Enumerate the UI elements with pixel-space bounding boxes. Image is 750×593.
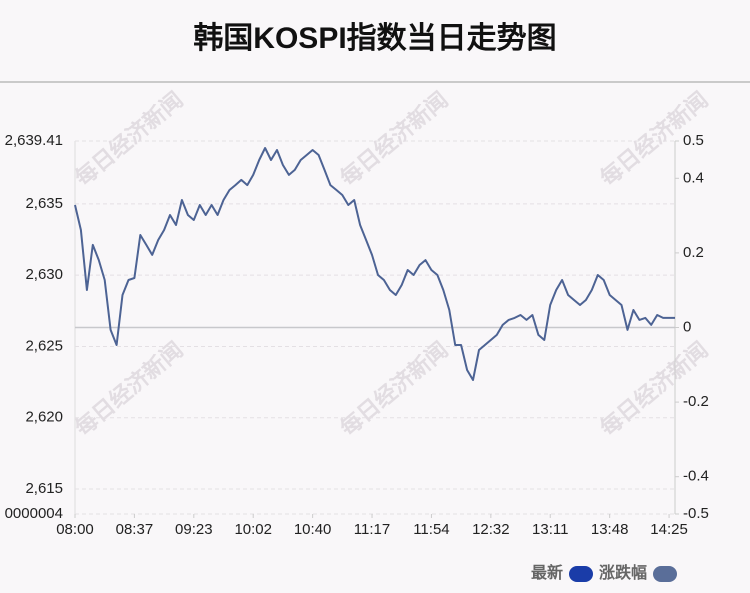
y2-tick-label: -0.5	[683, 505, 709, 522]
y-tick-label: 2,615	[25, 480, 63, 497]
x-tick-label: 08:37	[116, 521, 154, 538]
y2-tick-label: -0.4	[683, 468, 709, 485]
legend-label: 涨跌幅	[599, 563, 647, 582]
y2-tick-label: -0.2	[683, 393, 709, 410]
price-line	[74, 147, 675, 381]
x-tick-label: 12:32	[472, 521, 510, 538]
y-tick-label: 2,639.41	[5, 132, 63, 149]
y-tick-label: 2,625	[25, 337, 63, 354]
y2-tick-label: 0	[683, 318, 691, 335]
x-tick-label: 10:40	[294, 521, 332, 538]
y2-tick-label: 0.2	[683, 244, 704, 261]
x-tick-label: 13:11	[532, 521, 568, 538]
x-tick-label: 09:23	[175, 521, 213, 538]
x-tick-label: 10:02	[234, 521, 272, 538]
legend-label: 最新	[531, 563, 563, 582]
legend-swatch	[569, 566, 593, 582]
y2-tick-label: 0.4	[683, 169, 704, 186]
legend-swatch	[653, 566, 677, 582]
y-tick-label: 2,630	[25, 266, 63, 283]
y-tick-label: 0000004	[5, 505, 63, 522]
y2-tick-label: 0.5	[683, 132, 704, 149]
y-tick-label: 2,620	[25, 409, 63, 426]
x-tick-label: 13:48	[591, 521, 629, 538]
x-tick-label: 14:25	[650, 521, 688, 538]
x-tick-label: 08:00	[56, 521, 94, 538]
chart-title: 韩国KOSPI指数当日走势图	[193, 22, 556, 55]
y-tick-label: 2,635	[25, 195, 63, 212]
x-tick-label: 11:54	[413, 521, 449, 538]
x-tick-label: 11:17	[354, 521, 390, 538]
